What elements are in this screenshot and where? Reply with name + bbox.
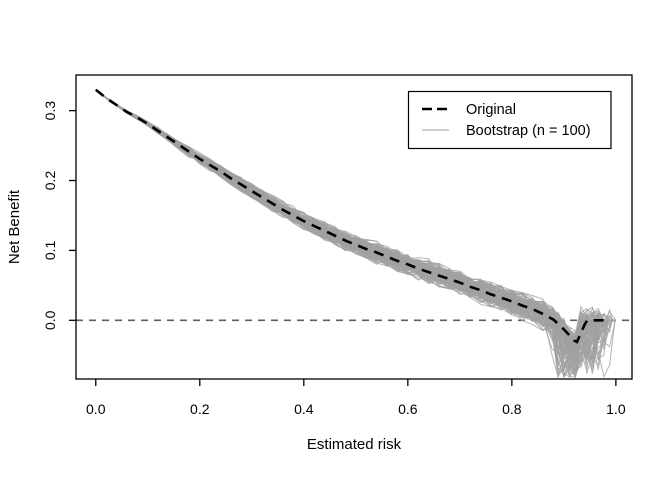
legend-label-bootstrap: Bootstrap (n = 100)	[466, 123, 591, 139]
plot-box	[75, 74, 633, 380]
x-tick-label: 0.4	[294, 401, 314, 417]
x-tick-label: 0.6	[398, 401, 418, 417]
legend: Original Bootstrap (n = 100)	[407, 90, 612, 150]
x-axis: 0.0 0.2 0.4 0.6 0.8 1.0	[86, 379, 626, 417]
y-tick-label: 0.2	[42, 171, 58, 191]
y-tick-label: 0.1	[42, 240, 58, 260]
y-tick-label: 0.0	[42, 310, 58, 330]
original-curve	[94, 88, 606, 344]
plot-layers: 0.0 0.2 0.4 0.6 0.8 1.0 0.0 0.1 0.2 0.3	[42, 74, 633, 417]
y-axis: 0.0 0.1 0.2 0.3	[42, 101, 76, 330]
y-tick-label: 0.3	[42, 101, 58, 121]
x-tick-label: 0.2	[190, 401, 210, 417]
x-tick-label: 0.8	[502, 401, 522, 417]
legend-box	[407, 90, 612, 150]
legend-label-original: Original	[466, 102, 516, 118]
x-tick-label: 1.0	[606, 401, 626, 417]
y-axis-title: Net Benefit	[6, 189, 23, 264]
x-axis-title: Estimated risk	[307, 436, 402, 453]
x-tick-label: 0.0	[86, 401, 106, 417]
